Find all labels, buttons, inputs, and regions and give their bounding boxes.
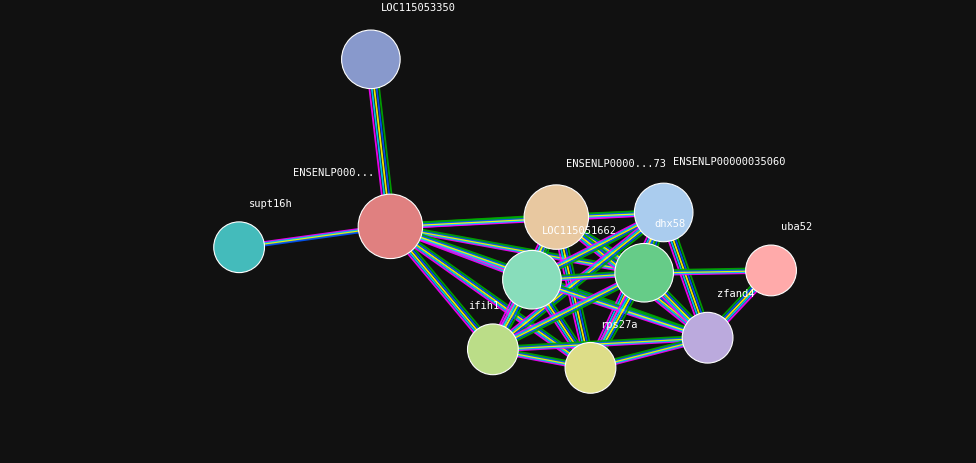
- Text: ifih1: ifih1: [468, 300, 500, 310]
- Ellipse shape: [615, 244, 673, 302]
- Ellipse shape: [565, 343, 616, 394]
- Text: supt16h: supt16h: [249, 199, 293, 208]
- Ellipse shape: [634, 184, 693, 242]
- Ellipse shape: [524, 186, 589, 250]
- Ellipse shape: [358, 195, 423, 259]
- Ellipse shape: [503, 251, 561, 309]
- Ellipse shape: [468, 324, 518, 375]
- Text: rps27a: rps27a: [600, 319, 637, 329]
- Ellipse shape: [682, 313, 733, 363]
- Text: LOC115053350: LOC115053350: [381, 3, 456, 13]
- Ellipse shape: [214, 222, 264, 273]
- Text: dhx58: dhx58: [654, 219, 685, 229]
- Text: ENSENLP000...: ENSENLP000...: [293, 168, 374, 178]
- Ellipse shape: [746, 245, 796, 296]
- Text: ENSENLP00000035060: ENSENLP00000035060: [673, 157, 786, 167]
- Text: uba52: uba52: [781, 222, 812, 232]
- Text: ENSENLP0000...73: ENSENLP0000...73: [566, 159, 666, 169]
- Ellipse shape: [342, 31, 400, 89]
- Text: zfand4: zfand4: [717, 289, 754, 299]
- Text: LOC115051662: LOC115051662: [542, 225, 617, 236]
